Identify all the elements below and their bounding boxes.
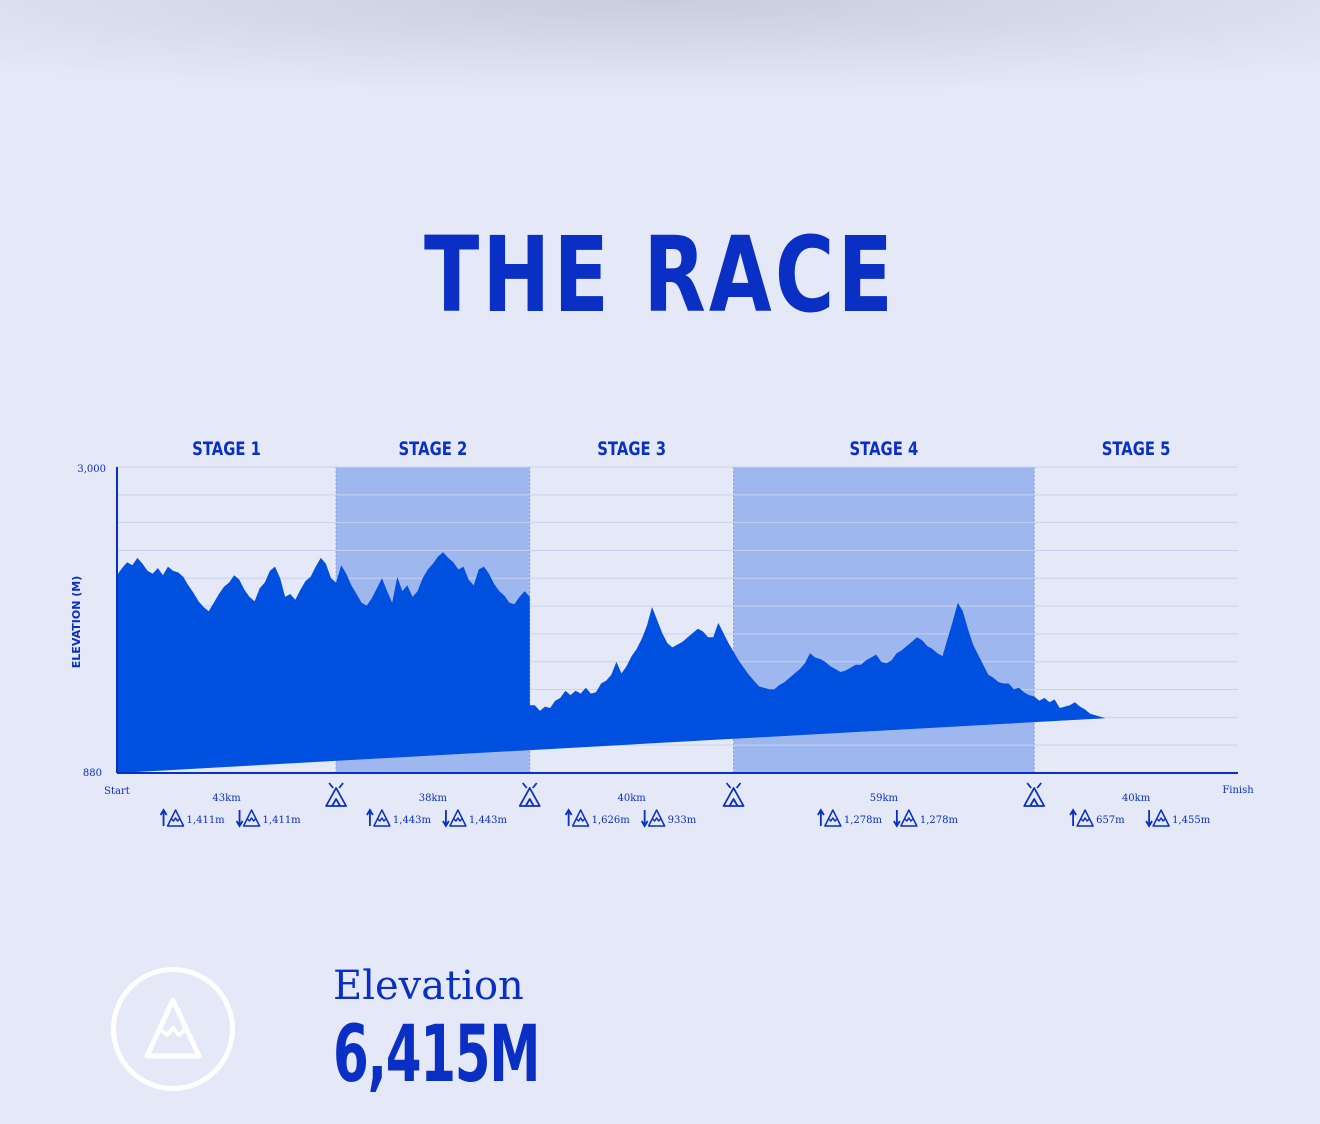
y-tick-max: 3,000: [77, 464, 106, 475]
stage-ascent-2: 1,443m: [393, 815, 432, 826]
camp-markers: [325, 782, 1046, 807]
summary-value: 6,415M: [333, 1010, 540, 1100]
stage-distance-2: 38km: [419, 793, 448, 804]
descent-mountain-icon: [1145, 809, 1170, 828]
stage-distance-3: 40km: [618, 793, 647, 804]
camp-tent-icon: [518, 782, 541, 807]
stage-descent-3: 933m: [668, 815, 697, 826]
stage-distance-4: 59km: [870, 793, 899, 804]
stage-distance-5: 40km: [1122, 793, 1151, 804]
stage-label-3: STAGE 3: [597, 438, 666, 460]
camp-tent-icon: [1023, 782, 1046, 807]
stage-label-5: STAGE 5: [1102, 438, 1171, 460]
y-axis-label: ELEVATION (M): [70, 576, 83, 668]
stage-ascent-3: 1,626m: [592, 815, 631, 826]
descent-mountain-icon: [442, 809, 467, 828]
ascent-mountain-icon: [366, 808, 391, 827]
stage-label-4: STAGE 4: [849, 438, 918, 460]
descent-mountain-icon: [235, 809, 261, 828]
stage-ascent-1: 1,411m: [187, 815, 226, 826]
summary-label: Elevation: [333, 963, 524, 1009]
camp-tent-icon: [325, 782, 348, 807]
ascent-mountain-icon: [564, 808, 590, 827]
x-tick-start: Start: [104, 786, 130, 797]
x-tick-finish: Finish: [1222, 785, 1254, 796]
ascent-mountain-icon: [817, 808, 842, 827]
elevation-area: [117, 552, 1106, 773]
page-title: THE RACE: [423, 214, 897, 336]
stage-labels: STAGE 1 STAGE 2 STAGE 3 STAGE 4 STAGE 5: [192, 438, 1170, 460]
top-shade: [0, 0, 1320, 160]
stage-stats: 43km 1,411m 1,411m 38km 1,443m 1,443m 40km 1,62…: [159, 793, 1211, 828]
camp-tent-icon: [722, 782, 745, 807]
stage-ascent-4: 1,278m: [844, 815, 883, 826]
stage-descent-2: 1,443m: [469, 815, 508, 826]
y-tick-min: 880: [83, 768, 102, 779]
stage-descent-5: 1,455m: [1172, 815, 1211, 826]
elevation-chart: 3,000 880 ELEVATION (M) Start Finish STA…: [70, 438, 1254, 828]
elevation-badge-icon: [111, 967, 235, 1091]
stage-ascent-5: 657m: [1096, 815, 1125, 826]
stage-distance-1: 43km: [212, 793, 241, 804]
ascent-mountain-icon: [1069, 808, 1094, 827]
descent-mountain-icon: [893, 809, 918, 828]
stage-descent-1: 1,411m: [263, 815, 302, 826]
stage-descent-4: 1,278m: [920, 815, 959, 826]
stage-label-2: STAGE 2: [399, 438, 468, 460]
ascent-mountain-icon: [159, 808, 185, 827]
descent-mountain-icon: [640, 809, 666, 828]
stage-label-1: STAGE 1: [192, 438, 261, 460]
